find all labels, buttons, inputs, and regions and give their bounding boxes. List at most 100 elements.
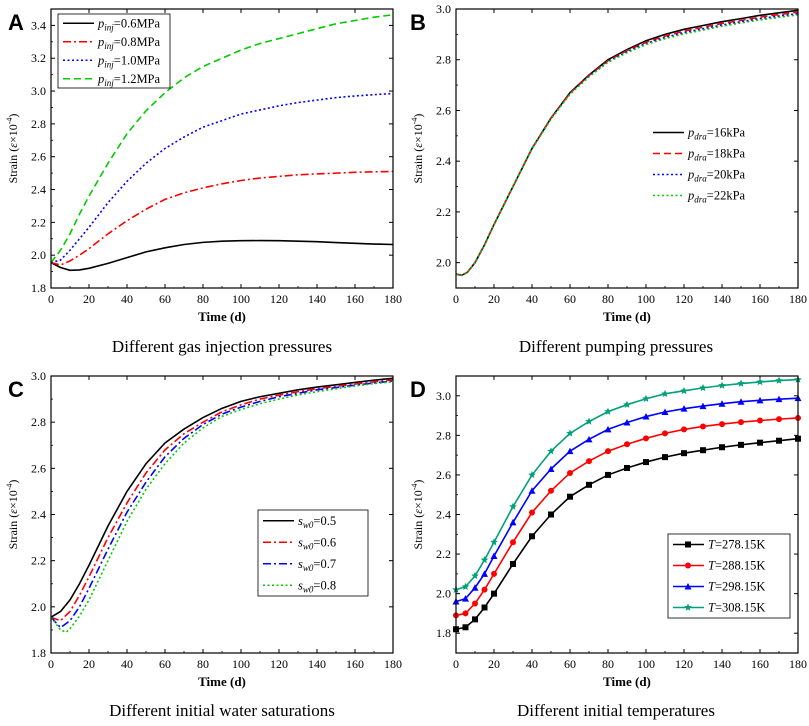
x-tick-label: 20 [83, 657, 95, 671]
y-tick-label: 1.8 [436, 626, 451, 640]
y-axis-unit: ×10 [6, 124, 20, 143]
x-tick-label: 140 [713, 657, 731, 671]
data-point [471, 584, 479, 591]
y-tick-label: 1.8 [31, 281, 46, 295]
data-point [757, 417, 763, 424]
legend-subscript: inj [104, 59, 114, 69]
legend-label: pinj=0.6MPa [97, 16, 161, 32]
panel-letter: C [8, 377, 24, 402]
data-point [491, 570, 497, 577]
legend-symbol: p [97, 16, 104, 30]
y-axis-unit: ×10 [411, 490, 425, 509]
legend-value: =0.8MPa [114, 35, 161, 49]
x-tick-label: 0 [453, 657, 459, 671]
x-axis-title: Time (d) [198, 674, 246, 689]
data-point [643, 435, 649, 442]
legend-label: T=298.15K [708, 580, 765, 594]
data-point [548, 487, 554, 494]
y-axis-unit: ×10 [6, 490, 20, 509]
legend-label: pdra=20kPa [687, 168, 746, 184]
x-tick-label: 80 [602, 292, 614, 306]
data-point [491, 590, 497, 597]
x-tick-label: 20 [83, 292, 95, 306]
y-axis-unit: ×10 [411, 124, 425, 143]
legend-subscript: inj [104, 22, 114, 32]
y-axis-suffix: ) [411, 114, 425, 118]
data-point [623, 418, 631, 426]
legend-label: T=308.15K [708, 601, 765, 615]
legend-value: =1.2MPa [114, 72, 161, 86]
data-point [624, 441, 630, 448]
x-tick-label: 160 [346, 292, 364, 306]
plot-frame [50, 375, 394, 654]
data-point [462, 610, 469, 617]
x-tick-label: 120 [270, 292, 288, 306]
y-tick-label: 2.8 [31, 117, 46, 131]
data-point [776, 416, 782, 423]
legend-symbol: p [687, 126, 694, 140]
y-tick-label: 2.2 [436, 205, 451, 219]
x-tick-label: 60 [159, 292, 171, 306]
legend-box [57, 13, 171, 89]
data-point [681, 450, 687, 457]
y-axis-symbol: ε [6, 509, 20, 514]
panel-D: D 0 20 40 60 80 100 120 140 160 180 1.8 2.0 2.2 2.4 2.6… [410, 375, 807, 720]
series-line-3 [456, 14, 798, 277]
panel-caption: Different initial water saturations [109, 701, 335, 720]
data-point [718, 381, 726, 389]
data-point [547, 465, 555, 472]
y-axis-prefix: Strain ( [411, 148, 425, 184]
data-point [481, 586, 488, 593]
data-point [681, 426, 687, 433]
x-tick-label: 20 [488, 292, 500, 306]
y-tick-label: 3.0 [31, 369, 46, 383]
legend-subscript: w0 [303, 520, 314, 530]
data-point [472, 600, 478, 607]
legend-symbol: T [708, 580, 716, 594]
y-axis-exponent: -4 [410, 484, 419, 491]
data-point [738, 441, 744, 448]
legend-marker [685, 541, 691, 548]
panel-letter: D [410, 377, 426, 402]
x-tick-label: 140 [713, 292, 731, 306]
data-point [490, 538, 498, 546]
y-axis-title: Strain (ε×10-4) [5, 480, 20, 550]
x-tick-label: 180 [384, 292, 402, 306]
data-point [567, 493, 573, 500]
legend-value: =288.15K [715, 559, 765, 573]
data-point [529, 533, 535, 540]
data-point [719, 421, 725, 428]
legend-value: =0.8 [313, 578, 336, 592]
legend-subscript: inj [104, 78, 114, 88]
x-tick-label: 140 [308, 657, 326, 671]
legend-value: =22kPa [707, 189, 746, 203]
legend-label: sw0=0.8 [298, 578, 336, 594]
data-point [529, 509, 535, 516]
data-point [662, 454, 668, 461]
panel-caption: Different pumping pressures [519, 337, 713, 356]
data-point [776, 437, 782, 444]
legend-subscript: dra [694, 174, 707, 184]
data-point [481, 604, 488, 611]
legend-value: =0.5 [313, 514, 336, 528]
data-point [756, 396, 764, 404]
data-point [700, 423, 706, 430]
panel-caption: Different initial temperatures [517, 701, 715, 720]
y-axis-title: Strain (ε×10-4) [410, 114, 425, 184]
legend-value: =20kPa [707, 168, 746, 182]
y-tick-label: 1.8 [31, 646, 46, 660]
data-point [738, 419, 744, 426]
x-tick-label: 60 [159, 657, 171, 671]
y-axis-suffix: ) [6, 114, 20, 118]
y-tick-label: 2.6 [31, 461, 46, 475]
series-line-2 [51, 92, 393, 264]
data-point [547, 447, 555, 455]
series-line-1 [51, 379, 393, 622]
x-tick-label: 120 [270, 657, 288, 671]
x-axis-title: Time (d) [198, 309, 246, 324]
x-tick-label: 140 [308, 292, 326, 306]
y-tick-label: 2.2 [31, 215, 46, 229]
legend-value: =0.6 [313, 535, 336, 549]
legend-marker [685, 562, 691, 569]
legend-symbol: s [298, 578, 303, 592]
